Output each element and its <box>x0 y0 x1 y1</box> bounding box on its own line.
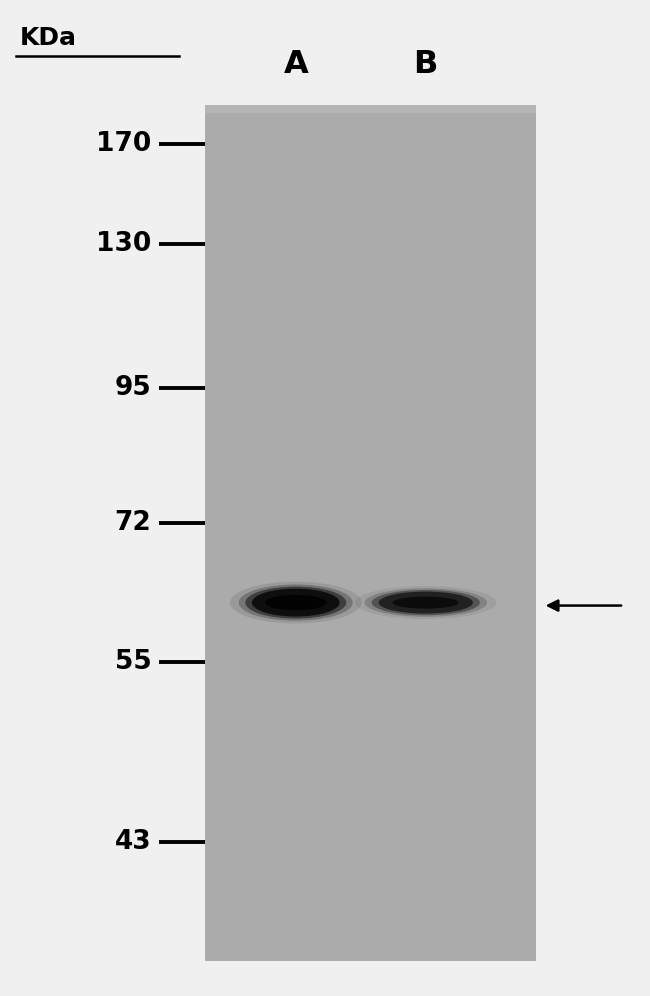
Ellipse shape <box>252 589 339 617</box>
Ellipse shape <box>265 595 326 611</box>
Ellipse shape <box>355 586 497 619</box>
Text: 130: 130 <box>96 231 151 257</box>
Bar <box>205 105 536 961</box>
Text: 95: 95 <box>114 375 151 401</box>
Ellipse shape <box>230 582 361 623</box>
Ellipse shape <box>372 590 480 616</box>
Ellipse shape <box>365 589 487 617</box>
Text: A: A <box>283 49 308 81</box>
Text: KDa: KDa <box>20 26 77 50</box>
Ellipse shape <box>245 587 346 619</box>
Text: 43: 43 <box>115 829 151 855</box>
Text: 170: 170 <box>96 131 151 157</box>
Text: 55: 55 <box>114 649 151 675</box>
Ellipse shape <box>378 592 473 614</box>
Ellipse shape <box>239 585 353 621</box>
Text: 72: 72 <box>114 510 151 536</box>
Ellipse shape <box>393 597 459 609</box>
Bar <box>205 105 536 113</box>
Text: B: B <box>413 49 438 81</box>
